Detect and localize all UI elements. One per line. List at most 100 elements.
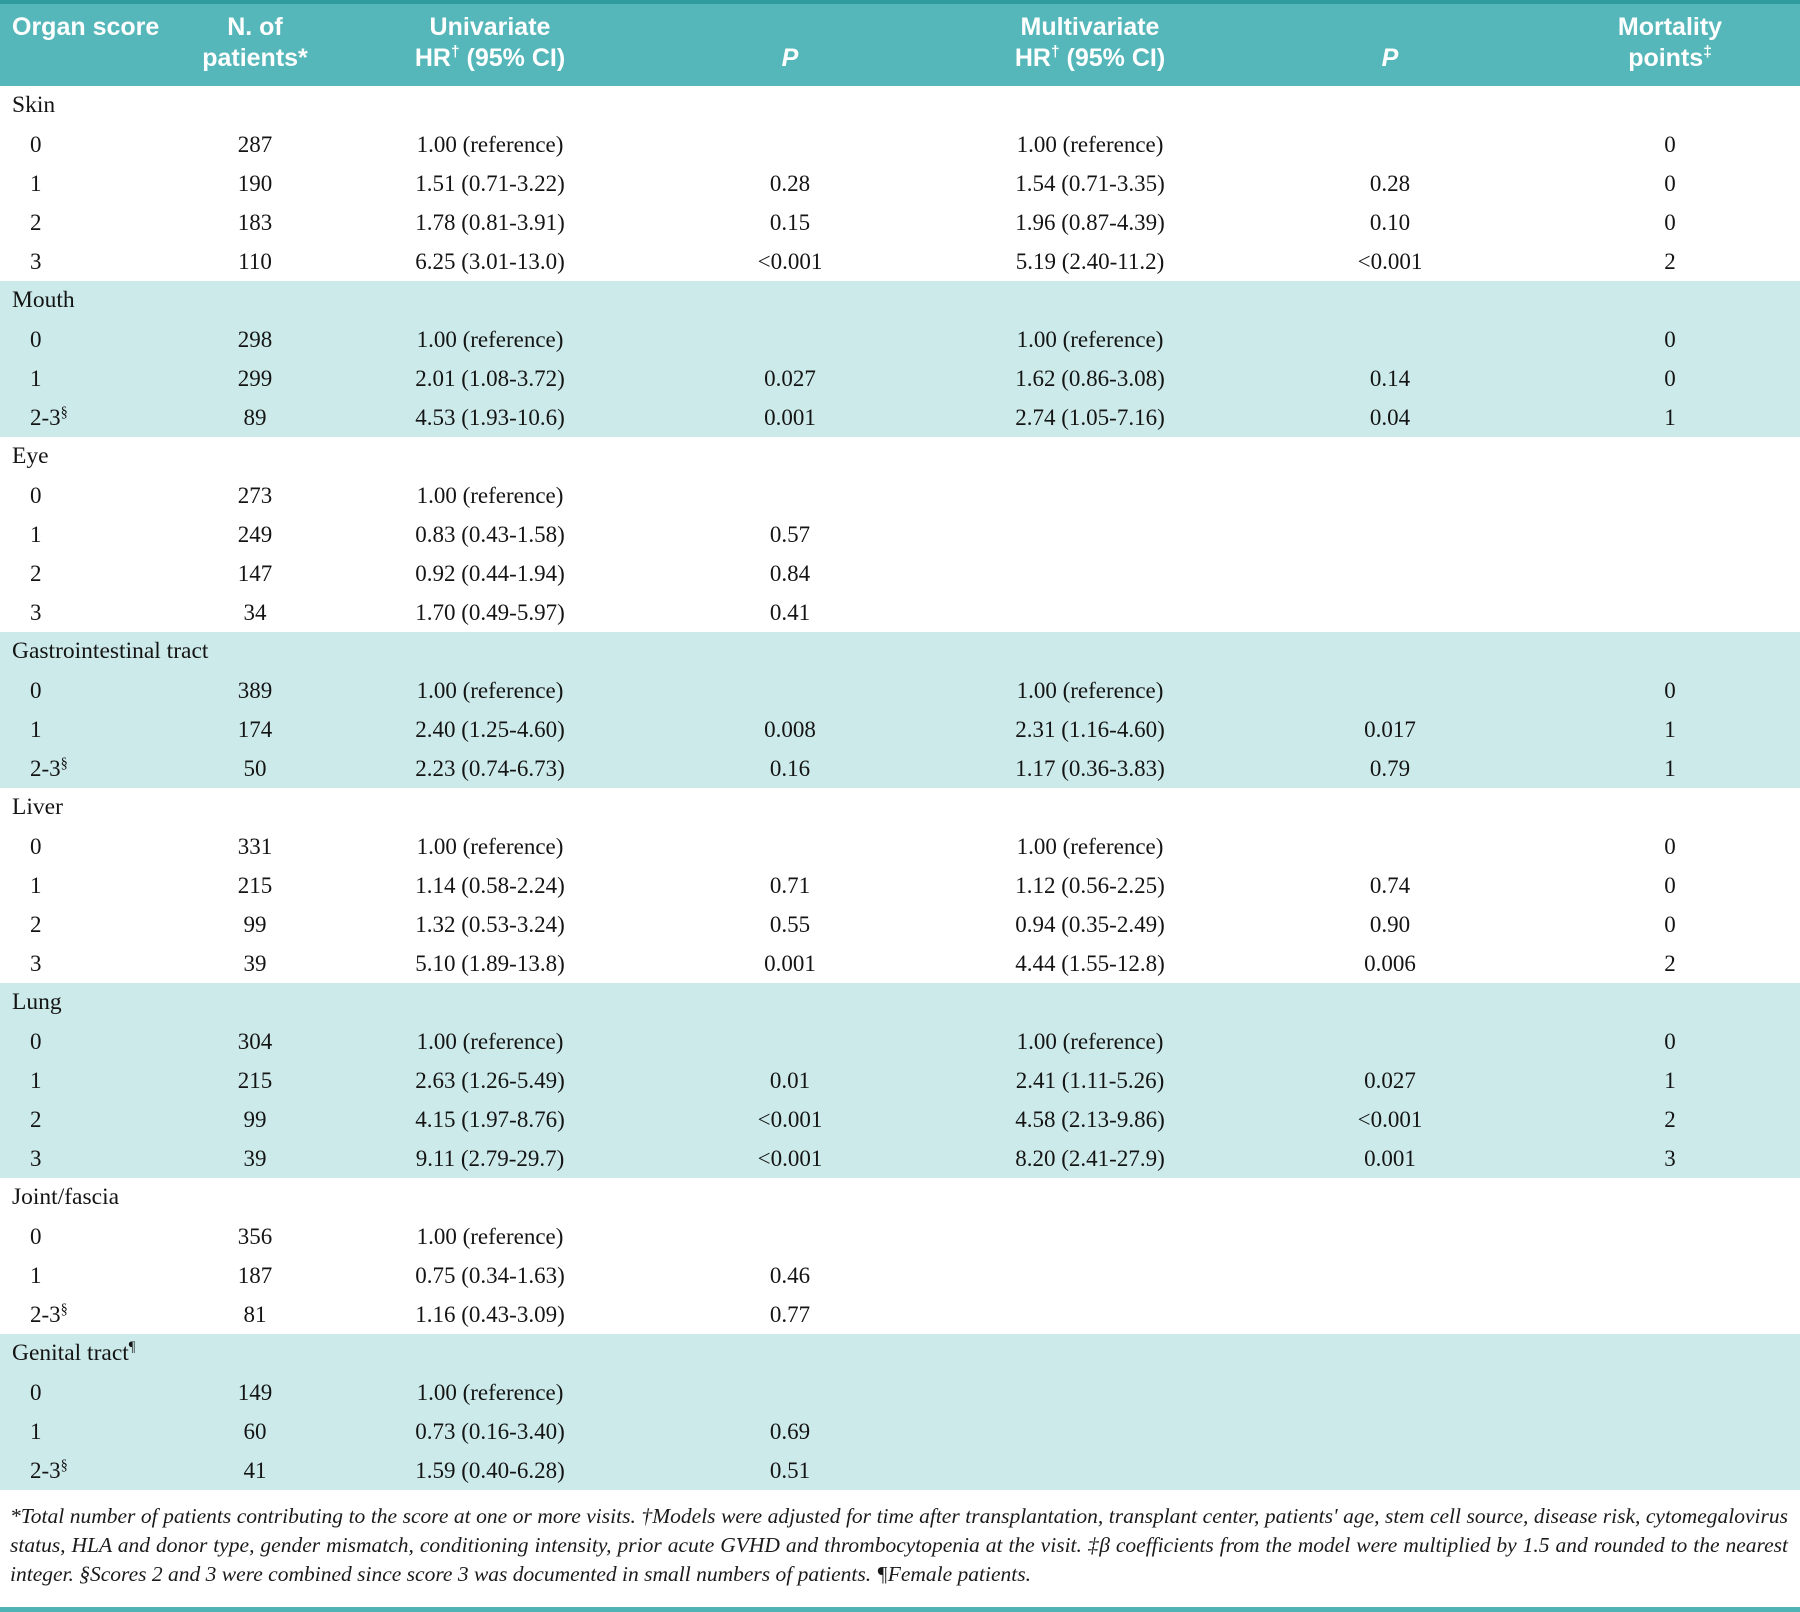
header-row: Organ score N. of patients* Univariate HR† (…	[0, 0, 1800, 86]
cell-mortality-points: 1	[1540, 1061, 1800, 1100]
column-header-multivariate-hr: Multivariate HR† (95% CI)	[940, 0, 1240, 86]
cell-univariate-hr: 0.83 (0.43-1.58)	[415, 521, 565, 547]
cell-multivariate-hr: 0.94 (0.35-2.49)	[1015, 911, 1165, 937]
cell-mortality-points: 0	[1664, 911, 1676, 937]
cell-multivariate-hr: 1.00 (reference)	[940, 1022, 1240, 1061]
section-row: Joint/fascia	[0, 1178, 1800, 1217]
cell-univariate-hr: 1.14 (0.58-2.24)	[415, 872, 565, 898]
cell-univariate-p: 0.001	[640, 398, 940, 437]
data-row: 0 273 1.00 (reference)	[0, 476, 1800, 515]
data-row: 1 215 1.14 (0.58-2.24) 0.71 1.12 (0.56-2.25)…	[0, 866, 1800, 905]
cell-multivariate-hr	[940, 1256, 1240, 1295]
cell-univariate-p: 0.71	[769, 872, 811, 898]
cell-univariate-p	[640, 1217, 940, 1256]
section-name: Genital tract¶	[0, 1334, 1800, 1373]
data-row: 1 60 0.73 (0.16-3.40) 0.69	[0, 1412, 1800, 1451]
cell-multivariate-p	[1240, 671, 1540, 710]
cell-univariate-hr: 1.00 (reference)	[416, 833, 564, 859]
cell-n-patients: 299	[170, 359, 340, 398]
cell-organ-score: 0	[30, 482, 42, 508]
section-row: Mouth	[0, 281, 1800, 320]
cell-univariate-p: 0.001	[764, 950, 816, 976]
cell-univariate-hr: 2.63 (1.26-5.49)	[340, 1061, 640, 1100]
cell-mortality-points	[1540, 1295, 1800, 1334]
cell-multivariate-hr	[940, 554, 1240, 593]
cell-multivariate-hr: 1.17 (0.36-3.83)	[940, 749, 1240, 788]
cell-multivariate-hr: 1.00 (reference)	[940, 320, 1240, 359]
cell-n-patients: 39	[170, 1139, 340, 1178]
cell-univariate-hr: 1.59 (0.40-6.28)	[340, 1451, 640, 1490]
cell-n-patients: 249	[237, 521, 273, 547]
cell-univariate-hr: 1.70 (0.49-5.97)	[415, 599, 565, 625]
table-header: Organ score N. of patients* Univariate HR† (…	[0, 0, 1800, 86]
cell-multivariate-p: 0.79	[1240, 749, 1540, 788]
cell-organ-score: 1	[30, 872, 42, 898]
cell-multivariate-p	[1240, 554, 1540, 593]
cell-multivariate-p	[1240, 320, 1540, 359]
data-row: 1 249 0.83 (0.43-1.58) 0.57	[0, 515, 1800, 554]
cell-univariate-hr: 1.00 (reference)	[416, 131, 564, 157]
data-row: 2-3§ 50 2.23 (0.74-6.73) 0.16 1.17 (0.36-3.8…	[0, 749, 1800, 788]
cell-multivariate-p	[1240, 827, 1540, 866]
cell-multivariate-hr: 1.62 (0.86-3.08)	[940, 359, 1240, 398]
cell-univariate-p	[640, 320, 940, 359]
cell-univariate-hr: 1.78 (0.81-3.91)	[415, 209, 565, 235]
section-name: Skin	[12, 92, 56, 118]
column-header-organ-score: Organ score	[0, 0, 170, 86]
cell-mortality-points: 0	[1664, 833, 1676, 859]
cell-mortality-points: 2	[1540, 1100, 1800, 1139]
cell-n-patients: 149	[170, 1373, 340, 1412]
data-row: 0 331 1.00 (reference) 1.00 (reference) 0	[0, 827, 1800, 866]
section-name: Mouth	[0, 281, 1800, 320]
cell-multivariate-hr: 1.00 (reference)	[1016, 131, 1164, 157]
cell-multivariate-hr	[940, 593, 1240, 632]
cell-univariate-p	[640, 125, 940, 164]
cell-univariate-p	[640, 476, 940, 515]
cell-multivariate-p: 0.017	[1240, 710, 1540, 749]
data-row: 0 149 1.00 (reference)	[0, 1373, 1800, 1412]
cell-multivariate-p: 0.04	[1240, 398, 1540, 437]
cell-univariate-p: 0.01	[640, 1061, 940, 1100]
cell-organ-score: 1	[0, 710, 170, 749]
cell-multivariate-hr: 1.54 (0.71-3.35)	[1015, 170, 1165, 196]
cell-n-patients: 287	[237, 131, 273, 157]
cell-multivariate-p: 0.28	[1369, 170, 1411, 196]
cell-multivariate-hr	[940, 1373, 1240, 1412]
column-header-univariate-hr: Univariate HR† (95% CI)	[340, 0, 640, 86]
cell-mortality-points: 1	[1540, 398, 1800, 437]
cell-univariate-p: 0.51	[640, 1451, 940, 1490]
data-row: 0 287 1.00 (reference) 1.00 (reference) 0	[0, 125, 1800, 164]
data-row: 2-3§ 81 1.16 (0.43-3.09) 0.77	[0, 1295, 1800, 1334]
cell-n-patients: 190	[237, 170, 273, 196]
cell-multivariate-p: 0.10	[1369, 209, 1411, 235]
section-row: Skin	[0, 86, 1800, 125]
data-row: 1 174 2.40 (1.25-4.60) 0.008 2.31 (1.16-4.60…	[0, 710, 1800, 749]
cell-multivariate-hr: 8.20 (2.41-27.9)	[940, 1139, 1240, 1178]
cell-univariate-hr: 1.32 (0.53-3.24)	[415, 911, 565, 937]
cell-multivariate-p	[1240, 476, 1540, 515]
cell-n-patients: 41	[170, 1451, 340, 1490]
cell-multivariate-p	[1240, 1217, 1540, 1256]
cell-univariate-p: 0.15	[769, 209, 811, 235]
cell-univariate-hr: 1.00 (reference)	[340, 1373, 640, 1412]
data-row: 2 99 1.32 (0.53-3.24) 0.55 0.94 (0.35-2.49) 0…	[0, 905, 1800, 944]
data-row: 1 215 2.63 (1.26-5.49) 0.01 2.41 (1.11-5.26)…	[0, 1061, 1800, 1100]
cell-univariate-hr: 0.75 (0.34-1.63)	[415, 1262, 565, 1288]
cell-n-patients: 34	[243, 599, 267, 625]
cell-organ-score: 0	[0, 1022, 170, 1061]
cell-organ-score: 1	[30, 1262, 42, 1288]
cell-organ-score: 3	[0, 1139, 170, 1178]
cell-organ-score: 2-3§	[0, 749, 170, 788]
cell-multivariate-hr	[940, 515, 1240, 554]
cell-univariate-p: 0.41	[769, 599, 811, 625]
cell-univariate-p: 0.69	[640, 1412, 940, 1451]
cell-organ-score: 0	[0, 671, 170, 710]
cell-univariate-hr: 9.11 (2.79-29.7)	[340, 1139, 640, 1178]
cell-univariate-hr: 1.51 (0.71-3.22)	[415, 170, 565, 196]
cell-multivariate-hr: 1.00 (reference)	[1016, 833, 1164, 859]
cell-multivariate-p	[1240, 593, 1540, 632]
data-row: 3 34 1.70 (0.49-5.97) 0.41	[0, 593, 1800, 632]
cell-mortality-points: 0	[1664, 131, 1676, 157]
cell-multivariate-hr	[940, 1217, 1240, 1256]
